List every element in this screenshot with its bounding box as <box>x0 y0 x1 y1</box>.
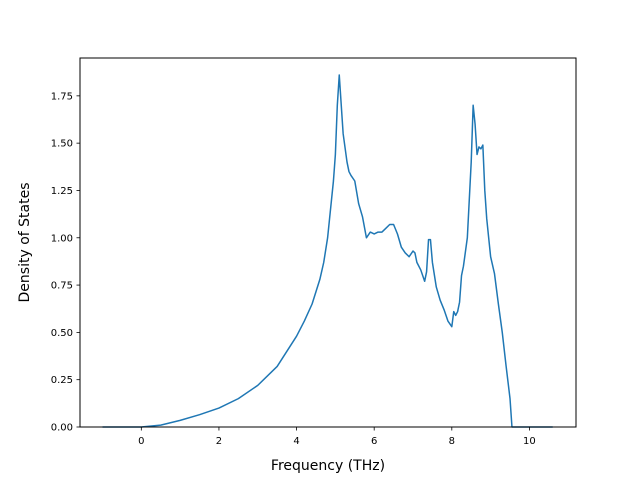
y-axis-ticks: 0.00 0.25 0.50 0.75 1.00 1.25 1.50 1.75 <box>51 91 80 434</box>
x-tick-label: 2 <box>216 436 222 447</box>
x-tick-label: 10 <box>523 436 536 447</box>
x-tick-label: 0 <box>138 436 144 447</box>
x-axis-ticks: 0 2 4 6 8 10 <box>138 427 536 447</box>
y-tick-label: 1.00 <box>51 233 73 244</box>
x-tick-label: 4 <box>293 436 299 447</box>
y-tick-label: 0.75 <box>51 281 73 292</box>
y-tick-label: 0.25 <box>51 375 73 386</box>
axes-frame <box>79 57 577 428</box>
y-axis-label: Density of States <box>17 183 33 303</box>
y-tick-label: 1.50 <box>51 139 73 150</box>
x-tick-label: 8 <box>449 436 455 447</box>
y-tick-label: 1.75 <box>51 91 73 102</box>
plot-area <box>102 74 553 428</box>
dos-series-line <box>102 74 553 428</box>
x-tick-label: 6 <box>371 436 377 447</box>
y-tick-label: 0.00 <box>51 423 73 434</box>
y-tick-label: 1.25 <box>51 186 73 197</box>
y-tick-label: 0.50 <box>51 328 73 339</box>
x-axis-label: Frequency (THz) <box>271 458 385 474</box>
